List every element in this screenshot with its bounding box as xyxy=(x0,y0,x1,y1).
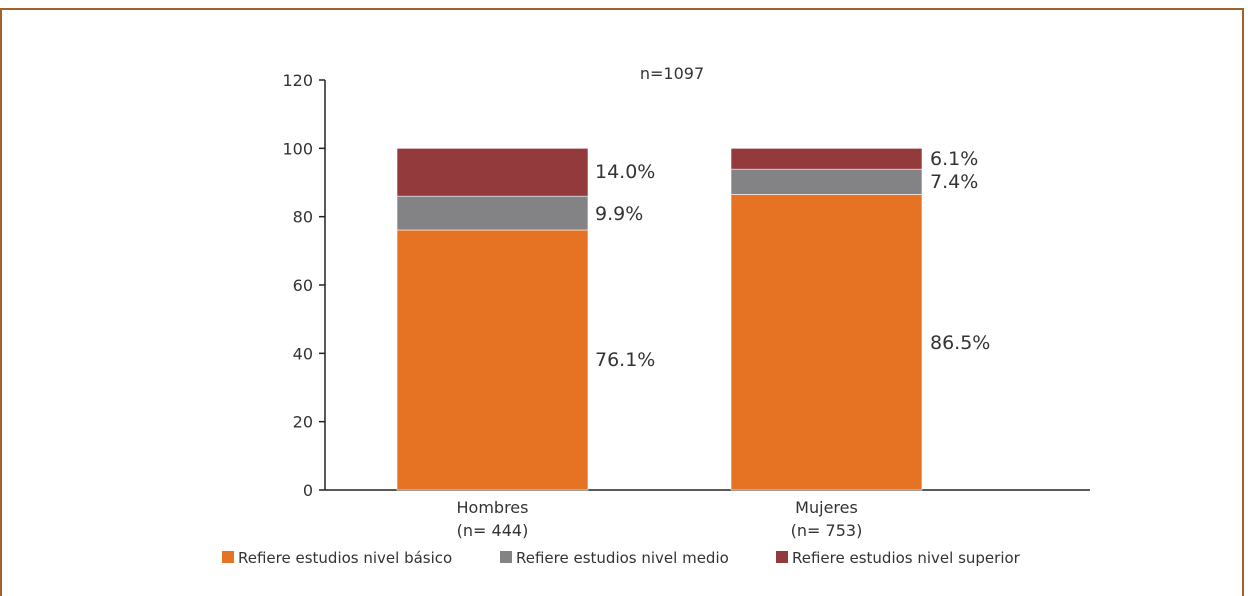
data-label: 9.9% xyxy=(595,203,643,225)
data-label: 86.5% xyxy=(930,332,990,354)
x-category-sublabel: (n= 444) xyxy=(457,521,529,540)
y-tick-label: 20 xyxy=(293,413,313,432)
legend-swatch xyxy=(500,551,512,563)
legend-label: Refiere estudios nivel básico xyxy=(238,549,452,567)
legend-swatch xyxy=(776,551,788,563)
bar-segment xyxy=(396,148,589,197)
data-label: 76.1% xyxy=(595,349,655,371)
x-category-label: Hombres xyxy=(457,498,529,517)
sample-size-annotation: n=1097 xyxy=(640,64,704,83)
x-category-sublabel: (n= 753) xyxy=(791,521,863,540)
y-tick-label: 40 xyxy=(293,344,313,363)
bar-segment xyxy=(730,194,923,491)
chart-frame xyxy=(0,8,1244,596)
y-tick-label: 60 xyxy=(293,276,313,295)
y-tick-label: 120 xyxy=(282,71,313,90)
legend-label: Refiere estudios nivel medio xyxy=(516,549,729,567)
data-label: 14.0% xyxy=(595,161,655,183)
labels: n=1097 76.1% 9.9% 14.0% 86.5% 7.4%6.1% Hombres… xyxy=(457,64,991,540)
y-tick-label: 100 xyxy=(282,139,313,158)
data-label: 6.1% xyxy=(930,148,978,170)
legend-label: Refiere estudios nivel superior xyxy=(792,549,1021,567)
x-category-label: Mujeres xyxy=(795,498,858,517)
legend-swatch xyxy=(222,551,234,563)
data-label: 7.4% xyxy=(930,171,978,193)
bar-segment xyxy=(730,168,923,195)
bar-segment xyxy=(396,195,589,231)
legend: Refiere estudios nivel básico Refiere est… xyxy=(222,549,1021,567)
y-tick-label: 0 xyxy=(303,481,313,500)
bars xyxy=(396,148,923,491)
bar-segment xyxy=(730,148,923,170)
bar-segment xyxy=(396,229,589,491)
y-tick-label: 80 xyxy=(293,208,313,227)
